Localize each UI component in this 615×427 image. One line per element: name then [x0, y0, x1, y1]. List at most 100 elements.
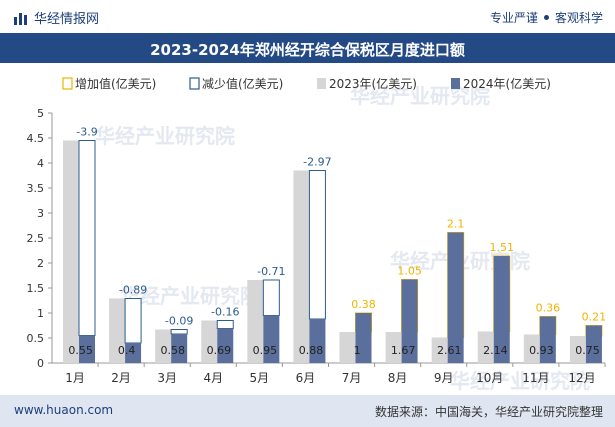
change-label: -0.89 [119, 284, 147, 297]
watermark-text: 华经产业研究院 [120, 284, 260, 308]
change-label: 0.36 [536, 302, 561, 315]
change-label: 0.21 [582, 311, 607, 324]
change-label: -2.97 [303, 156, 331, 169]
watermark-text: 华经产业研究院 [450, 369, 590, 393]
bar-decrease [262, 279, 280, 316]
change-label: -0.71 [257, 265, 285, 278]
tagline: 专业严谨 客观科学 [490, 9, 603, 26]
y-tick-label: 3.5 [27, 182, 45, 195]
footer: www.huaon.com 数据来源：中国海关，华经产业研究院整理 [0, 395, 615, 427]
x-tick-label: 3月 [157, 371, 177, 385]
watermark-text: 华经产业研究院 [95, 124, 235, 148]
y-tick-label: 3 [37, 207, 44, 220]
bar-2024 [79, 335, 95, 363]
value-label-2024: 2.14 [483, 344, 508, 357]
footer-source: 数据来源：中国海关，华经产业研究院整理 [374, 405, 603, 419]
separator-dot-icon [543, 15, 549, 20]
x-tick-label: 12月 [568, 371, 595, 385]
legend: 增加值(亿美元) 减少值(亿美元) 2023年(亿美元) 2024年(亿美元) [62, 76, 551, 91]
data-labels: -3.9 0.55 -0.89 0.4 -0.09 0.58 -0.16 0.69 -0.71 0… [68, 126, 606, 358]
legend-swatch-2 [189, 77, 200, 90]
y-tick-label: 2 [37, 257, 44, 270]
tagline-right: 客观科学 [554, 11, 603, 25]
bar-2023 [109, 298, 126, 363]
value-label-2024: 1 [354, 344, 361, 357]
footer-website[interactable]: www.huaon.com [14, 403, 114, 417]
legend-swatch-4 [451, 78, 460, 89]
legend-label-4: 2024年(亿美元) [463, 76, 551, 91]
value-label-2024: 0.95 [253, 344, 278, 357]
bar-2023 [201, 320, 218, 363]
change-label: -0.16 [211, 306, 239, 319]
value-label-2024: 0.75 [575, 344, 600, 357]
tagline-left: 专业严谨 [489, 11, 538, 25]
value-label-2024: 2.61 [437, 344, 462, 357]
bar-2024 [355, 313, 372, 363]
x-tick-label: 6月 [296, 371, 316, 385]
bar-2023 [523, 334, 540, 363]
value-label-2024: 0.55 [68, 344, 93, 357]
bar-2024 [263, 315, 280, 363]
y-tick-label: 1 [37, 307, 44, 320]
brand-name: 华经情报网 [34, 12, 100, 27]
y-tick-label: 5 [37, 107, 44, 120]
y-tick-label: 0 [37, 357, 44, 370]
bar-2023 [155, 329, 172, 363]
bar-2023 [477, 331, 494, 363]
x-tick-label: 7月 [342, 371, 362, 385]
bar-decrease [308, 170, 326, 320]
legend-swatch-1 [62, 77, 73, 90]
change-label: -3.9 [76, 126, 97, 139]
bar-2023 [339, 332, 356, 363]
change-label: 1.05 [397, 265, 422, 278]
legend-label-2: 减少值(亿美元) [202, 76, 283, 91]
bar-2024 [217, 328, 234, 363]
bar-2023 [247, 280, 264, 363]
bar-2024 [125, 343, 142, 363]
legend-label-3: 2023年(亿美元) [329, 76, 417, 91]
bar-2023 [385, 332, 402, 363]
bar-decrease [78, 140, 96, 336]
change-label: 0.38 [351, 298, 376, 311]
value-label-2024: 1.67 [391, 344, 416, 357]
y-tick-label: 2.5 [27, 232, 45, 245]
change-label: 1.51 [490, 241, 515, 254]
x-tick-label: 10月 [476, 371, 503, 385]
x-tick-label: 1月 [65, 371, 85, 385]
bar-2023 [569, 336, 586, 363]
change-label: 2.1 [447, 218, 465, 231]
value-label-2024: 0.93 [529, 344, 554, 357]
x-tick-label: 2月 [111, 371, 131, 385]
bar-2024 [585, 325, 602, 363]
y-tick-label: 0.5 [27, 332, 45, 345]
value-label-2024: 0.69 [207, 344, 232, 357]
brand-logo-icon [14, 12, 27, 25]
bar-2024 [309, 319, 326, 363]
value-label-2024: 0.4 [118, 344, 136, 357]
bar-2024 [539, 316, 556, 363]
axes: 0 0.5 1 1.5 2 2.5 3 3.5 4 4.5 5 1月 2月 3月 4月 5月 6月 7月 8月 9月 1… [27, 107, 606, 385]
bar-2024 [401, 279, 418, 363]
bar-2023 [63, 140, 79, 363]
top-bar: 华经情报网 专业严谨 客观科学 [0, 0, 615, 33]
x-tick-label: 8月 [388, 371, 408, 385]
bar-2023 [431, 337, 448, 363]
chart-title: 2023-2024年郑州经开综合保税区月度进口额 [150, 41, 465, 59]
value-label-2024: 0.88 [299, 344, 324, 357]
bar-2024 [493, 256, 510, 363]
bar-2023 [293, 170, 310, 363]
legend-swatch-3 [317, 78, 326, 89]
bar-decrease [124, 298, 142, 344]
y-tick-label: 1.5 [27, 282, 45, 295]
bar-decrease [170, 329, 188, 335]
value-label-2024: 0.58 [161, 344, 186, 357]
change-label: -0.09 [165, 315, 193, 328]
legend-label-1: 增加值(亿美元) [75, 76, 156, 91]
x-tick-label: 11月 [522, 371, 549, 385]
brand[interactable]: 华经情报网 [14, 8, 99, 27]
y-tick-label: 4.5 [27, 132, 45, 145]
x-tick-label: 5月 [250, 371, 270, 385]
x-tick-label: 9月 [434, 371, 454, 385]
chart: 华经产业研究院华经产业研究院华经产业研究院华经产业研究院华经产业研究院 增加值(… [27, 76, 607, 393]
